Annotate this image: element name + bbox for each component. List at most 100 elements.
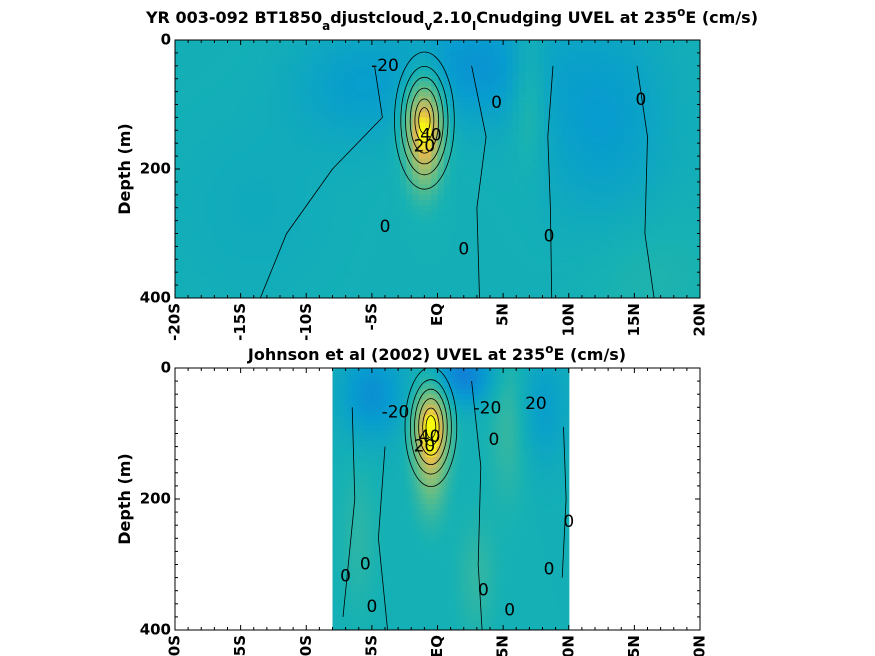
heatmap-cell [418, 91, 426, 98]
heatmap-cell [425, 292, 432, 298]
heatmap-cell [231, 107, 239, 113]
heatmap-cell [387, 174, 395, 180]
heatmap-cell [287, 86, 295, 93]
heatmap-cell [331, 45, 339, 51]
heatmap-cell [550, 292, 557, 298]
heatmap-cell [587, 277, 595, 284]
heatmap-cell [606, 70, 614, 77]
heatmap-cell [450, 267, 457, 273]
heatmap-cell [593, 132, 601, 139]
heatmap-cell [675, 282, 682, 289]
heatmap-cell [643, 277, 651, 284]
heatmap-cell [343, 65, 351, 72]
heatmap-cell [625, 45, 632, 51]
heatmap-cell [606, 205, 614, 211]
heatmap-cell [625, 65, 632, 72]
heatmap-cell [437, 169, 445, 175]
heatmap-cell [331, 225, 339, 232]
heatmap-cell [352, 399, 356, 406]
heatmap-cell [300, 76, 307, 82]
heatmap-cell [537, 169, 545, 175]
heatmap-cell [237, 225, 245, 232]
heatmap-cell [356, 241, 364, 247]
heatmap-cell [637, 40, 645, 46]
heatmap-cell [681, 205, 689, 211]
heatmap-cell [525, 60, 532, 67]
heatmap-cell [175, 220, 182, 227]
heatmap-cell [363, 546, 367, 552]
heatmap-cell [643, 174, 651, 180]
heatmap-cell [425, 65, 432, 72]
heatmap-cell [356, 158, 364, 165]
heatmap-cell [462, 194, 470, 201]
heatmap-cell [656, 179, 664, 186]
heatmap-cell [281, 158, 289, 165]
heatmap-cell [681, 70, 689, 77]
heatmap-cell [393, 122, 401, 129]
heatmap-cell [462, 45, 470, 51]
heatmap-cell [243, 184, 251, 191]
heatmap-cell [338, 609, 342, 615]
heatmap-cell [512, 241, 520, 247]
heatmap-cell [363, 582, 367, 589]
heatmap-cell [366, 430, 370, 437]
heatmap-cell [500, 282, 507, 289]
heatmap-cell [612, 112, 620, 118]
heatmap-cell [581, 101, 589, 108]
heatmap-cell [349, 446, 353, 453]
heatmap-cell [500, 225, 507, 232]
heatmap-cell [287, 40, 295, 46]
heatmap-cell [357, 546, 362, 552]
heatmap-cell [325, 246, 332, 253]
heatmap-cell [643, 236, 651, 242]
heatmap-cell [193, 179, 201, 186]
heatmap-cell [456, 112, 464, 118]
heatmap-cell [237, 256, 245, 263]
heatmap-cell [363, 598, 367, 605]
heatmap-cell [212, 132, 220, 139]
heatmap-cell [338, 436, 342, 442]
heatmap-cell [443, 230, 451, 237]
heatmap-cell [500, 189, 507, 196]
heatmap-cell [218, 112, 226, 118]
heatmap-cell [593, 261, 601, 268]
heatmap-cell [456, 292, 464, 298]
heatmap-cell [275, 60, 282, 67]
heatmap-cell [332, 551, 336, 558]
heatmap-cell [212, 158, 220, 165]
heatmap-cell [362, 272, 370, 278]
heatmap-cell [568, 220, 576, 227]
heatmap-cell [443, 117, 451, 124]
heatmap-cell [468, 184, 476, 191]
heatmap-cell [338, 404, 342, 411]
heatmap-cell [343, 112, 351, 118]
heatmap-cell [400, 132, 407, 139]
heatmap-cell [212, 86, 220, 93]
heatmap-cell [506, 65, 514, 72]
heatmap-cell [425, 199, 432, 206]
heatmap-cell [243, 60, 251, 67]
heatmap-cell [575, 158, 582, 165]
heatmap-cell [325, 282, 332, 289]
heatmap-cell [662, 122, 670, 129]
heatmap-cell [318, 215, 326, 222]
heatmap-cell [531, 138, 539, 144]
heatmap-cell [193, 127, 201, 134]
heatmap-cell [437, 292, 445, 298]
heatmap-cell [562, 70, 570, 77]
heatmap-cell [346, 399, 350, 406]
heatmap-cell [181, 86, 189, 93]
heatmap-cell [406, 143, 414, 149]
heatmap-cell [206, 132, 214, 139]
heatmap-cell [606, 267, 614, 273]
heatmap-cell [637, 70, 645, 77]
heatmap-cell [568, 158, 576, 165]
heatmap-cell [387, 65, 395, 72]
heatmap-cell [531, 86, 539, 93]
heatmap-cell [360, 535, 365, 542]
heatmap-cell [343, 577, 348, 584]
heatmap-cell [218, 251, 226, 258]
heatmap-cell [662, 127, 670, 134]
heatmap-cell [340, 603, 345, 610]
